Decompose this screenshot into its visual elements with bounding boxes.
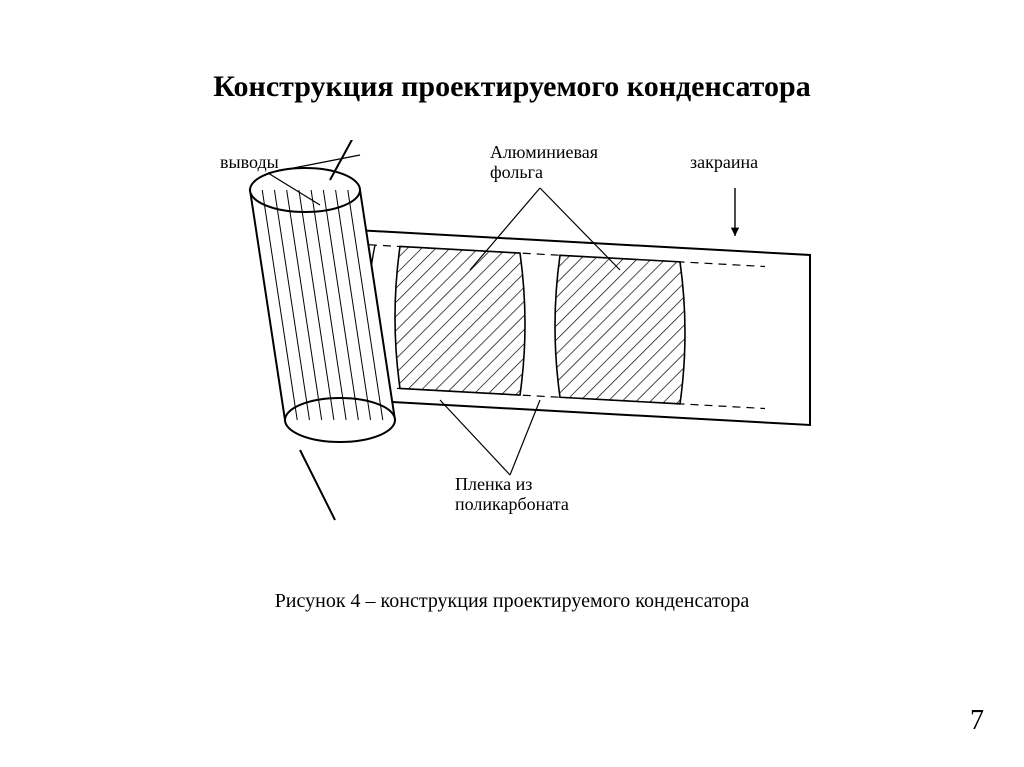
figure-caption: Рисунок 4 – конструкция проектируемого к… (0, 590, 1024, 613)
svg-text:фольга: фольга (490, 162, 543, 182)
svg-text:выводы: выводы (220, 152, 279, 172)
svg-text:Пленка из: Пленка из (455, 474, 532, 494)
svg-text:закраина: закраина (690, 152, 758, 172)
capacitor-diagram: выводы Алюминиеваяфольга закраина Пленка из… (190, 140, 830, 540)
svg-text:Алюминиевая: Алюминиевая (490, 142, 598, 162)
diagram-svg: выводы Алюминиеваяфольга закраина Пленка из… (190, 140, 830, 540)
page-title: Конструкция проектируемого конденсатора (0, 70, 1024, 104)
svg-text:поликарбоната: поликарбоната (455, 494, 569, 514)
page-number: 7 (970, 705, 984, 737)
page: Конструкция проектируемого конденсатора … (0, 0, 1024, 767)
